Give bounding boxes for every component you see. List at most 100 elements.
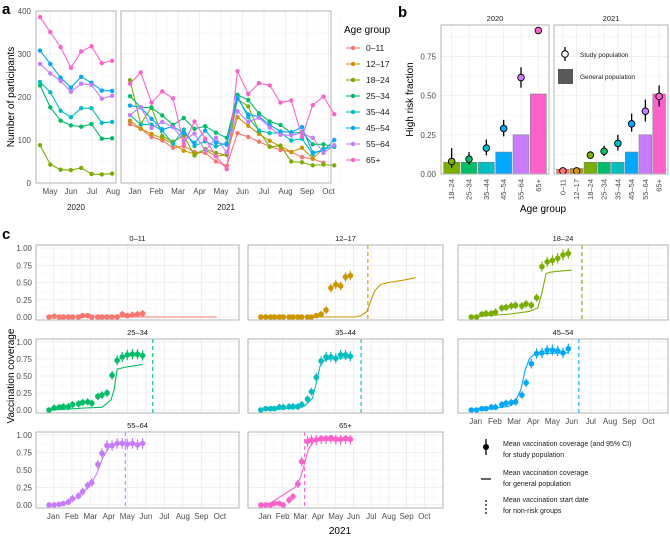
c-xtick-label: Apr — [312, 512, 325, 521]
a-point — [99, 120, 105, 126]
a-point — [89, 171, 94, 177]
c-point — [271, 500, 278, 507]
a-point — [192, 119, 197, 124]
b-ytick-label: 0.25 — [420, 131, 436, 140]
a-point — [299, 124, 305, 130]
b-bar-65+ — [530, 93, 547, 175]
b-point-25–34 — [600, 147, 608, 156]
b-bar-18–24 — [583, 161, 597, 175]
c-point — [512, 302, 519, 309]
panel-c: 0.00 0.25 0.50 0.75 1.00 0–11 12–17 18–24 0.00 0.… — [6, 234, 669, 537]
a-point — [48, 29, 53, 35]
b-bar-45–54 — [495, 151, 512, 175]
c-point — [262, 405, 269, 412]
a-point — [213, 154, 219, 159]
c-point — [332, 436, 339, 443]
b-xtick-label: 65+ — [655, 178, 664, 191]
c-point — [544, 259, 550, 265]
c-facet-label: 25–34 — [127, 328, 148, 337]
b-ytick-label: 0.50 — [420, 92, 436, 101]
b-point-0–11 — [559, 167, 567, 175]
c-point — [347, 436, 354, 443]
c-point — [533, 350, 540, 357]
a-facet-label-2020: 2020 — [67, 203, 85, 212]
a-point — [321, 150, 326, 156]
c-point — [69, 495, 76, 502]
c-facet-border — [457, 338, 669, 414]
a-point — [149, 134, 154, 140]
a-point — [332, 163, 337, 168]
c-point — [262, 502, 269, 508]
c-ytick-label: 0.25 — [16, 483, 32, 492]
c-facet-border — [247, 431, 444, 509]
a-point — [310, 163, 315, 168]
c-point — [65, 314, 72, 320]
a-xtick-label: Jan — [129, 187, 142, 196]
c-point — [84, 482, 91, 489]
c-point — [313, 312, 320, 319]
b-facet-label: 2021 — [603, 14, 620, 23]
panel-b-label: b — [398, 4, 407, 21]
a-point — [256, 139, 262, 144]
c-point — [342, 352, 349, 358]
c-point — [533, 294, 540, 301]
b-point-18–24 — [586, 151, 595, 159]
a-point — [310, 102, 315, 108]
c-point — [347, 272, 354, 279]
b-point-65+ — [534, 26, 543, 35]
c-legend-label: Mean vaccination coverage — [503, 470, 588, 477]
c-xtick-label: May — [120, 512, 135, 521]
c-point — [60, 500, 67, 507]
b-point-35–44 — [482, 144, 491, 152]
a-point — [68, 89, 74, 95]
a-point — [267, 125, 272, 130]
a-xtick-label: Jul — [259, 187, 269, 196]
c-xtick-label: Oct — [214, 512, 227, 521]
a-point — [68, 115, 74, 120]
c-xtick-label: Jul — [159, 512, 169, 521]
c-xtick-label: Jan — [47, 512, 60, 521]
c-point — [479, 405, 485, 412]
c-point — [134, 311, 141, 318]
c-legend-label: Mean vaccination coverage (and 95% CI) — [503, 441, 631, 448]
a-legend-key-point — [350, 141, 356, 147]
a-point — [68, 85, 74, 90]
a-point — [68, 65, 74, 70]
a-legend-label: 25–34 — [366, 91, 390, 101]
b-bar-35–44 — [478, 161, 495, 175]
c-point — [267, 314, 274, 320]
c-legend-label: for non-risk groups — [503, 508, 562, 515]
a-point — [235, 96, 240, 101]
a-ytick-label: 200 — [18, 93, 32, 102]
c-point — [95, 461, 101, 468]
b-xtick-label: 45–54 — [627, 179, 636, 200]
a-point — [48, 71, 53, 76]
c-ytick-label: 1.00 — [16, 338, 32, 347]
a-point — [127, 118, 133, 123]
a-facet-2021-border — [120, 10, 332, 184]
a-point — [235, 69, 240, 74]
c-point — [51, 502, 57, 508]
a-point — [127, 78, 133, 83]
a-point — [89, 44, 94, 49]
c-point — [286, 497, 292, 503]
a-legend-key-point — [350, 61, 356, 67]
b-ytick-label: 0.75 — [420, 52, 436, 61]
c-point — [323, 307, 329, 313]
c-point — [267, 405, 274, 412]
b-point-45–54 — [627, 120, 636, 128]
c-point — [65, 499, 72, 505]
a-point — [213, 130, 219, 135]
c-point — [99, 392, 105, 398]
a-ytick-label: 100 — [18, 136, 32, 145]
c-point — [295, 314, 301, 320]
a-xtick-label: Jul — [87, 187, 97, 196]
c-point — [104, 390, 110, 396]
a-point — [192, 131, 197, 136]
a-point — [203, 148, 208, 153]
a-legend-label: 18–24 — [366, 75, 390, 85]
c-point — [99, 314, 105, 320]
c-point — [99, 450, 105, 457]
c-point — [88, 400, 95, 407]
c-xtick-label: Sep — [622, 417, 637, 426]
